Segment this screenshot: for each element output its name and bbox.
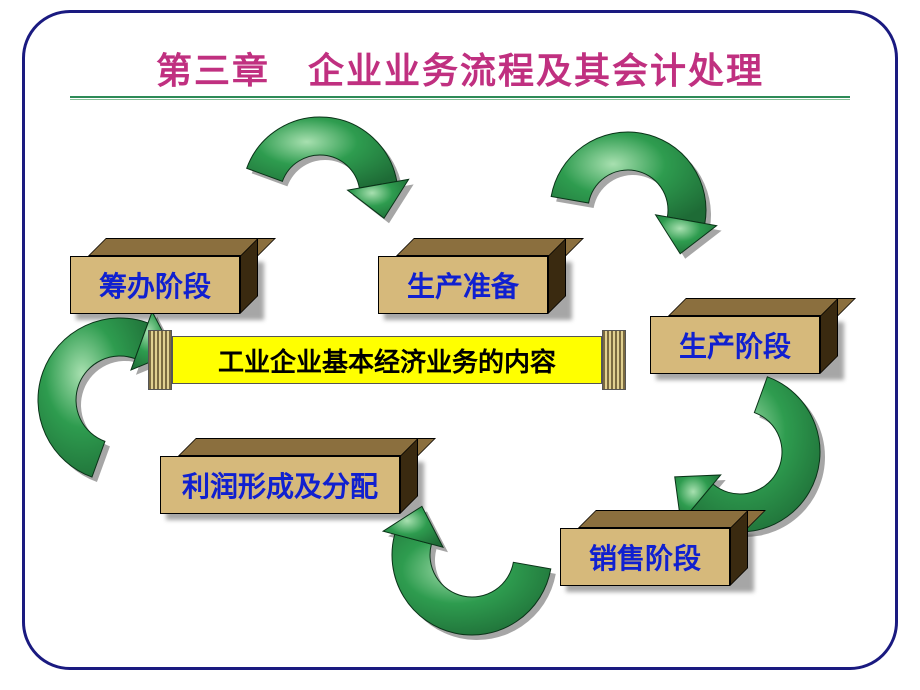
center-banner: 工业企业基本经济业务的内容 [172, 336, 602, 384]
flow-arrow-a2 [551, 132, 706, 224]
flow-box-label: 销售阶段 [560, 528, 730, 586]
center-banner-text: 工业企业基本经济业务的内容 [172, 336, 602, 384]
flow-box-prod_prep: 生产准备 [378, 238, 566, 314]
flow-box-label: 利润形成及分配 [160, 456, 400, 514]
scroll-end-right [602, 330, 626, 390]
flow-box-profit: 利润形成及分配 [160, 438, 418, 514]
scroll-end-left [148, 330, 172, 390]
flow-box-sales: 销售阶段 [560, 510, 748, 586]
flow-box-prepare_org: 筹办阶段 [70, 238, 258, 314]
flow-box-label: 筹办阶段 [70, 256, 240, 314]
flow-box-label: 生产准备 [378, 256, 548, 314]
flow-box-production: 生产阶段 [650, 298, 838, 374]
flow-arrow-a5 [38, 318, 148, 477]
flow-box-label: 生产阶段 [650, 316, 820, 374]
